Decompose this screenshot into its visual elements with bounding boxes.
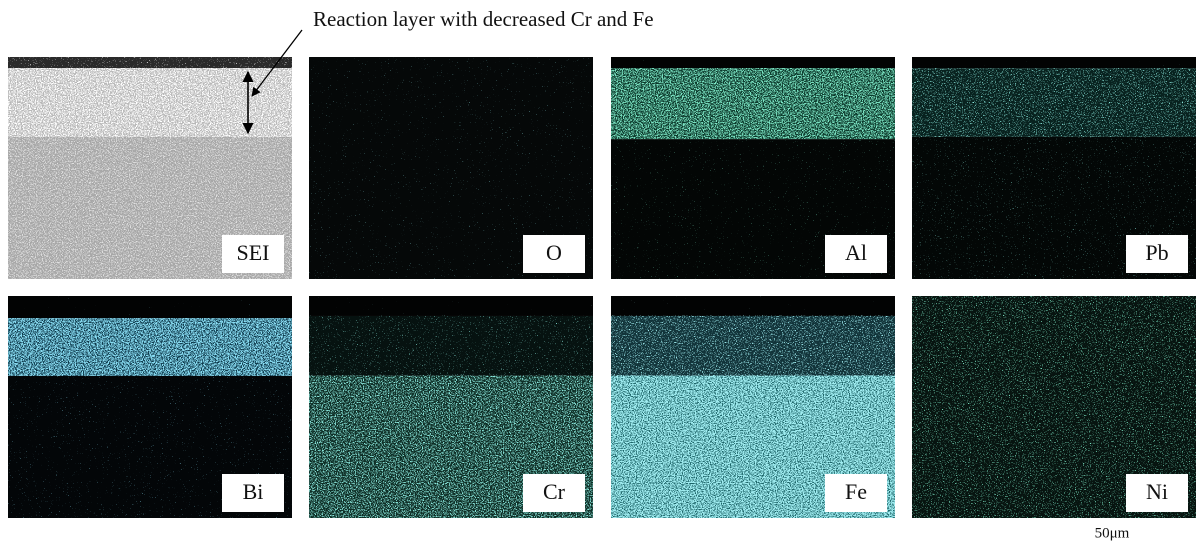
map-speckle <box>611 315 895 376</box>
panel-label: Bi <box>243 479 264 504</box>
annotation: Reaction layer with decreased Cr and Fe <box>313 7 654 31</box>
panel-grid: SEI O Al Pb Bi Cr Fe Ni <box>8 57 1196 518</box>
label-box <box>1126 235 1188 273</box>
panel-label: Al <box>845 240 867 265</box>
panel-label: Cr <box>543 479 566 504</box>
map-panel: O <box>309 57 593 279</box>
map-speckle <box>309 315 593 376</box>
annotation-arrow <box>251 29 303 97</box>
map-panel: Ni <box>912 296 1196 518</box>
map-panel: Pb <box>912 57 1196 279</box>
map-speckle <box>611 68 895 140</box>
map-panel: Fe <box>611 296 895 518</box>
map-panel: Bi <box>8 296 292 518</box>
map-speckle <box>912 57 1196 69</box>
map-speckle <box>912 68 1196 137</box>
scale-bar-label: 50μm <box>1095 525 1130 541</box>
map-panel: SEI <box>8 57 292 279</box>
panel-label: Fe <box>845 479 867 504</box>
map-speckle <box>8 57 292 69</box>
label-box <box>523 474 585 512</box>
map-speckle <box>611 296 895 316</box>
map-panel: Al <box>611 57 895 279</box>
panel-label: O <box>546 240 562 265</box>
label-box <box>825 474 887 512</box>
label-box <box>222 235 284 273</box>
map-speckle <box>8 68 292 137</box>
map-speckle <box>611 57 895 69</box>
map-speckle <box>8 296 292 319</box>
panel-label: Ni <box>1146 479 1168 504</box>
label-box <box>825 235 887 273</box>
label-box <box>1126 474 1188 512</box>
map-speckle <box>8 318 292 376</box>
panel-label: Pb <box>1145 240 1168 265</box>
panel-label: SEI <box>237 240 270 265</box>
map-panel: Cr <box>309 296 593 518</box>
label-box <box>523 235 585 273</box>
map-speckle <box>309 296 593 316</box>
label-box <box>222 474 284 512</box>
